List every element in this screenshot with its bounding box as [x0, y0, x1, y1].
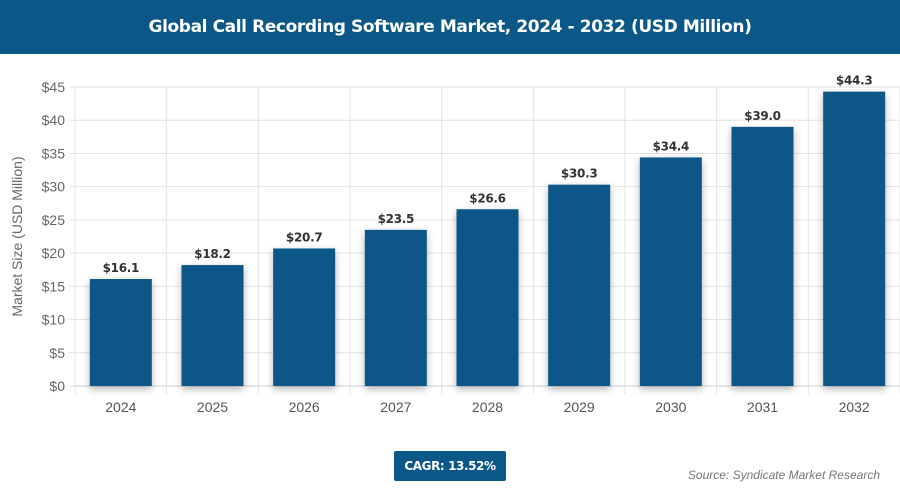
cagr-badge: CAGR: 13.52% [394, 451, 506, 481]
data-label: $39.0 [744, 109, 780, 123]
bar-chart: $0 $5 $10 $15 $20 $25 $30 $35 $40 $45 $16.1 2024 $18… [9, 74, 900, 415]
y-tick-label: $10 [42, 312, 66, 328]
y-tick-label: $40 [42, 112, 66, 128]
chart-title: Global Call Recording Software Market, 2… [0, 0, 900, 54]
data-label: $20.7 [286, 230, 322, 244]
y-tick-label: $5 [49, 345, 65, 361]
y-tick-label: $35 [42, 145, 66, 161]
data-label: $18.2 [194, 247, 230, 261]
bar-2032 [823, 91, 886, 386]
data-label: $30.3 [561, 167, 597, 181]
x-tick-label: 2030 [655, 399, 686, 415]
bar-2024 [89, 279, 152, 386]
y-tick-label: $20 [42, 245, 66, 261]
x-tick-label: 2027 [380, 399, 411, 415]
bar-2030 [639, 157, 702, 386]
x-tick-label: 2028 [472, 399, 503, 415]
data-label: $23.5 [378, 212, 414, 226]
data-label: $34.4 [653, 139, 689, 153]
y-tick-label: $15 [42, 278, 66, 294]
bar-2026 [273, 248, 336, 386]
source-note: Source: Syndicate Market Research [687, 468, 880, 482]
bar-2029 [548, 184, 611, 386]
bar-2031 [731, 126, 794, 386]
data-label: $44.3 [836, 74, 872, 88]
x-tick-label: 2029 [564, 399, 595, 415]
x-tick-label: 2026 [289, 399, 320, 415]
x-tick-label: 2031 [747, 399, 778, 415]
y-tick-label: $0 [49, 378, 65, 394]
y-tick-label: $45 [42, 79, 66, 95]
y-axis-label: Market Size (USD Million) [9, 156, 25, 316]
bar-2025 [181, 265, 244, 386]
x-tick-label: 2024 [105, 399, 136, 415]
data-label: $26.6 [469, 191, 505, 205]
y-tick-label: $30 [42, 179, 66, 195]
bar-2027 [364, 229, 427, 386]
y-tick-label: $25 [42, 212, 66, 228]
bar-2028 [456, 209, 519, 386]
x-tick-label: 2025 [197, 399, 228, 415]
x-tick-label: 2032 [839, 399, 870, 415]
data-label: $16.1 [103, 261, 139, 275]
